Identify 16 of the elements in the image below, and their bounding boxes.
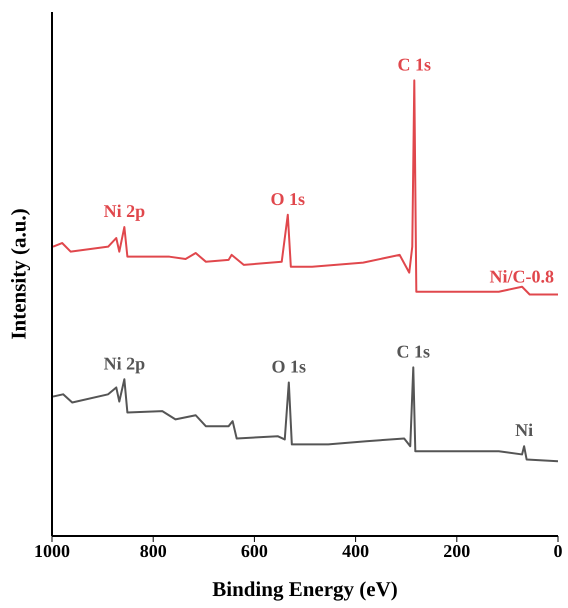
annotation: O 1s [272,356,306,376]
annotation: C 1s [398,54,432,74]
x-tick-label: 1000 [34,540,70,561]
y-axis-title: Intensity (a.u.) [6,208,30,340]
x-tick-label: 200 [443,540,470,561]
annotation: C 1s [396,341,430,362]
annotation: Ni 2p [104,201,146,222]
annotation: O 1s [270,188,306,209]
annotation: Ni [515,420,534,440]
series-label: Ni/C-0.8 [490,266,554,287]
x-tick-label: 600 [240,540,268,561]
annotation: Ni 2p [104,353,146,374]
x-tick-label: 400 [342,540,370,561]
x-tick-label: 800 [140,540,167,561]
x-axis-title: Binding Energy (eV) [212,577,398,601]
x-tick-label: 0 [554,540,562,561]
